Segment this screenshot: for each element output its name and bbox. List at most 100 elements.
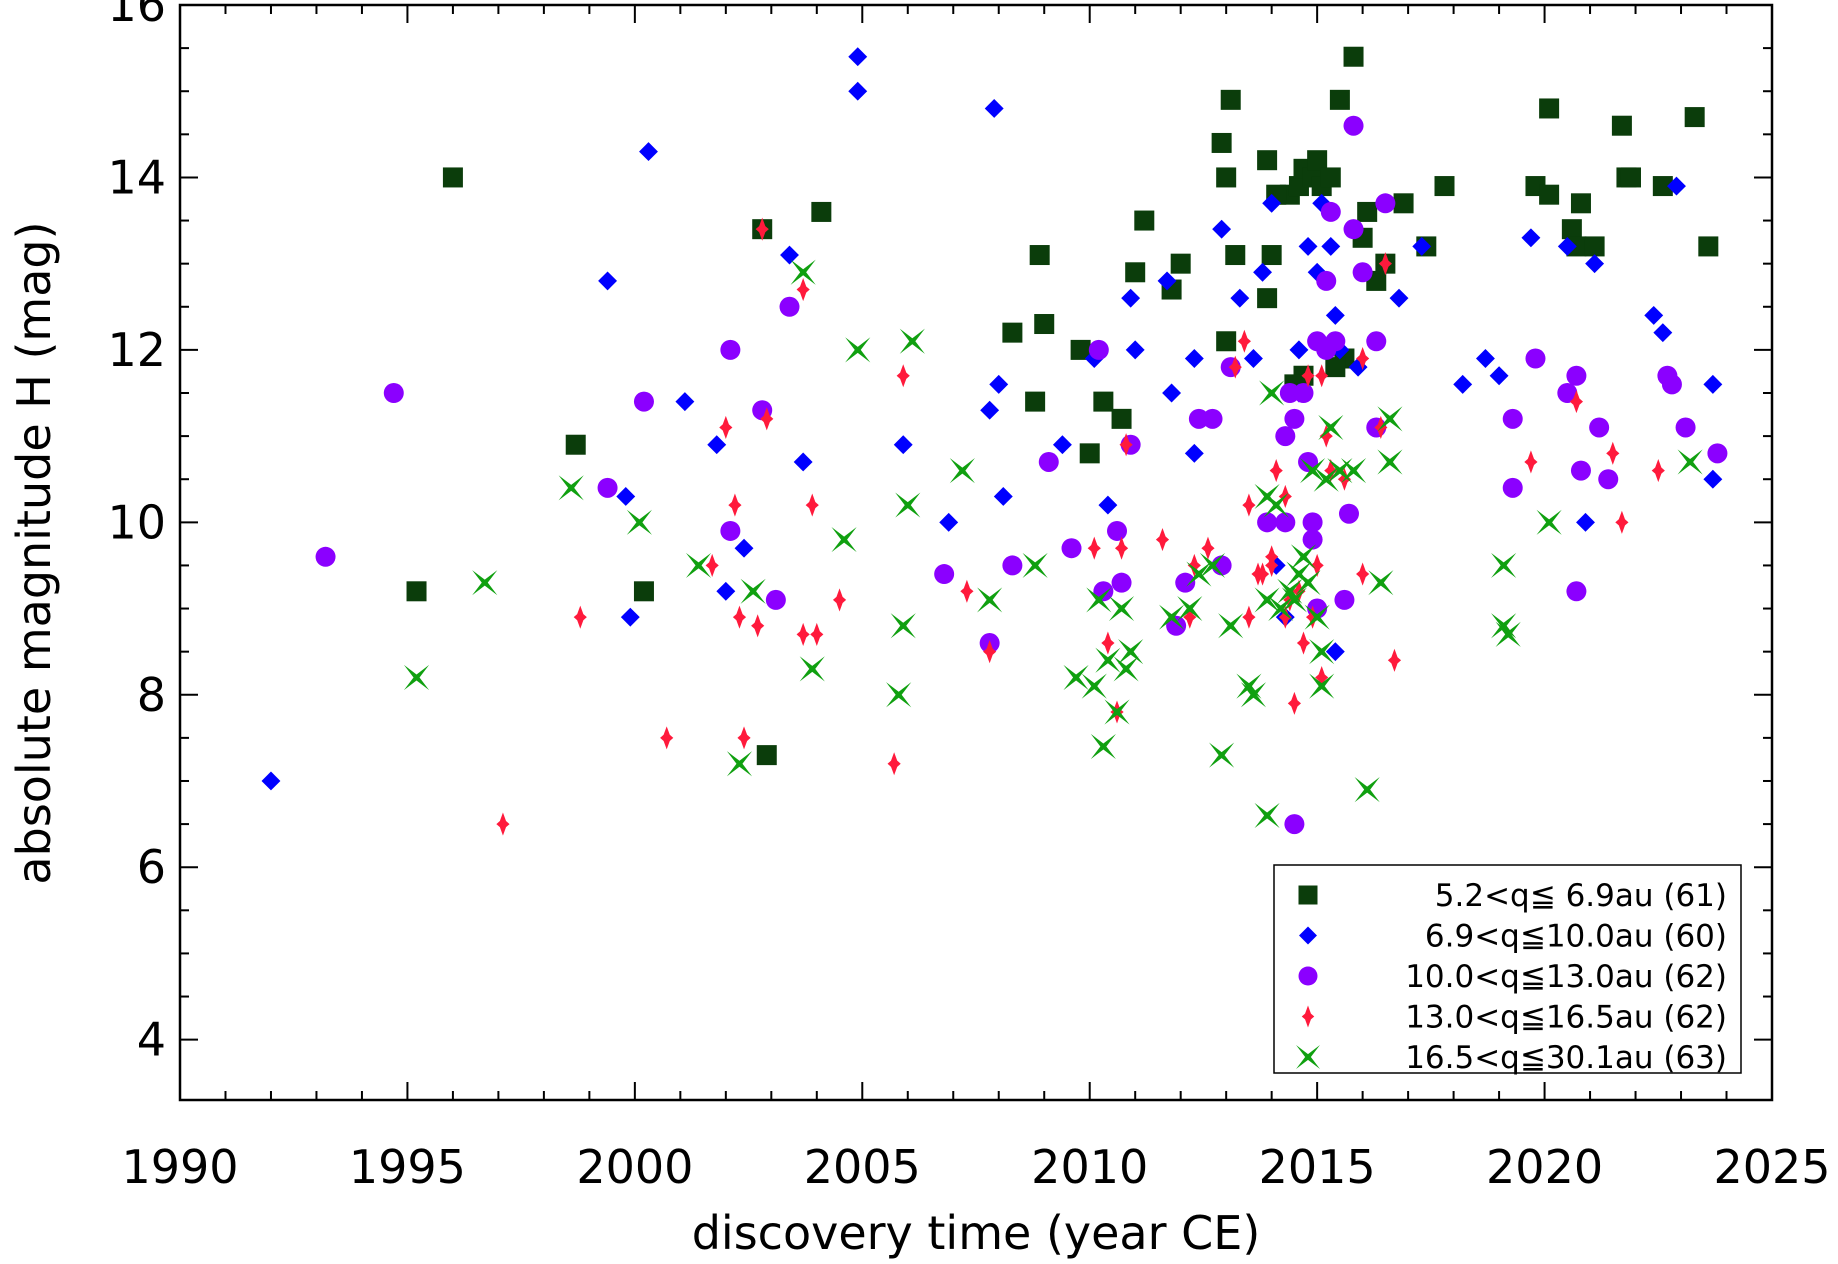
- data-point: [1375, 193, 1396, 214]
- data-point: [1121, 288, 1141, 308]
- data-point: [1212, 219, 1232, 239]
- data-point: [1166, 615, 1187, 636]
- data-point: [734, 538, 754, 558]
- data-point: [1029, 245, 1050, 266]
- data-point: [1615, 510, 1629, 534]
- data-point: [1253, 262, 1273, 282]
- data-point: [1598, 469, 1619, 490]
- data-point: [383, 382, 404, 403]
- data-point: [1114, 536, 1129, 560]
- x-axis-title: discovery time (year CE): [692, 1206, 1261, 1260]
- data-point: [1309, 673, 1335, 699]
- x-tick-label: 2025: [1713, 1140, 1830, 1194]
- data-point: [707, 435, 727, 455]
- data-point: [1296, 631, 1311, 655]
- data-point: [1119, 433, 1133, 457]
- data-point: [1352, 262, 1373, 283]
- data-point: [1502, 408, 1523, 429]
- data-point: [1158, 604, 1185, 630]
- data-point: [1325, 305, 1345, 325]
- data-point: [1319, 424, 1333, 448]
- series-circle: [315, 115, 1728, 835]
- data-point: [1098, 495, 1118, 515]
- data-point: [732, 605, 747, 629]
- y-tick-label: 8: [137, 668, 166, 722]
- data-point: [765, 589, 786, 610]
- data-point: [1290, 544, 1317, 570]
- y-tick-label: 14: [107, 150, 166, 204]
- data-point: [626, 509, 653, 535]
- data-point: [1677, 449, 1703, 475]
- data-point: [1489, 366, 1509, 386]
- data-point: [1325, 642, 1345, 662]
- y-axis-title: absolute magnitude H (mag): [7, 221, 61, 884]
- data-point: [1495, 621, 1521, 648]
- data-point: [1002, 555, 1023, 576]
- data-point: [1299, 457, 1326, 484]
- data-point: [1216, 167, 1237, 188]
- data-point: [1321, 236, 1341, 256]
- data-point: [1606, 441, 1620, 465]
- data-point: [597, 477, 618, 498]
- data-point: [1566, 365, 1587, 386]
- data-point: [1111, 408, 1132, 429]
- data-point: [573, 605, 587, 629]
- y-tick-label: 12: [107, 323, 166, 377]
- data-point: [1475, 349, 1495, 368]
- data-point: [558, 475, 584, 501]
- legend-label: 5.2<q≦ 6.9au (61): [1435, 878, 1727, 914]
- data-point: [1093, 391, 1114, 412]
- y-tick-label: 10: [107, 495, 166, 549]
- x-tick-label: 1995: [349, 1140, 466, 1194]
- data-point: [989, 374, 1009, 394]
- data-point: [685, 552, 712, 579]
- data-point: [1218, 613, 1244, 639]
- data-point: [1104, 699, 1130, 725]
- data-point: [934, 564, 955, 585]
- data-point: [1412, 236, 1432, 256]
- data-point: [633, 391, 654, 412]
- legend-marker: [1298, 966, 1318, 986]
- data-point: [1309, 639, 1335, 665]
- data-point: [1343, 219, 1364, 240]
- data-point: [1652, 176, 1673, 197]
- data-point: [1236, 673, 1262, 699]
- data-point: [1269, 459, 1283, 483]
- data-point: [1209, 742, 1235, 768]
- data-point: [1368, 570, 1394, 596]
- data-point: [1095, 647, 1121, 673]
- data-point: [1318, 414, 1344, 441]
- data-point: [1177, 595, 1203, 622]
- data-point: [1525, 348, 1546, 369]
- data-points: [261, 46, 1728, 836]
- data-point: [1320, 201, 1341, 222]
- data-point: [1298, 451, 1319, 472]
- data-point: [315, 546, 336, 567]
- data-point: [1199, 552, 1226, 579]
- data-point: [403, 664, 430, 691]
- legend-box: [1273, 864, 1742, 1074]
- y-tick-label: 4: [137, 1013, 166, 1067]
- data-point: [1125, 262, 1146, 283]
- data-point: [1524, 450, 1538, 474]
- data-point: [1108, 595, 1135, 622]
- legend-marker: [1301, 1005, 1315, 1028]
- data-point: [1566, 581, 1587, 602]
- data-point: [848, 81, 868, 101]
- data-point: [1305, 605, 1320, 629]
- data-point: [805, 493, 819, 517]
- data-point: [1038, 451, 1059, 472]
- data-point: [793, 452, 813, 472]
- data-point: [1698, 236, 1719, 257]
- data-point: [899, 328, 925, 354]
- data-point: [1088, 339, 1109, 360]
- data-point: [1651, 459, 1665, 483]
- data-point: [1611, 115, 1632, 136]
- data-point: [1377, 449, 1403, 475]
- data-point: [1521, 228, 1541, 248]
- data-point: [705, 553, 719, 577]
- data-point: [1237, 329, 1251, 353]
- data-point: [1254, 802, 1280, 829]
- data-point: [1703, 374, 1723, 394]
- data-point: [1228, 355, 1242, 379]
